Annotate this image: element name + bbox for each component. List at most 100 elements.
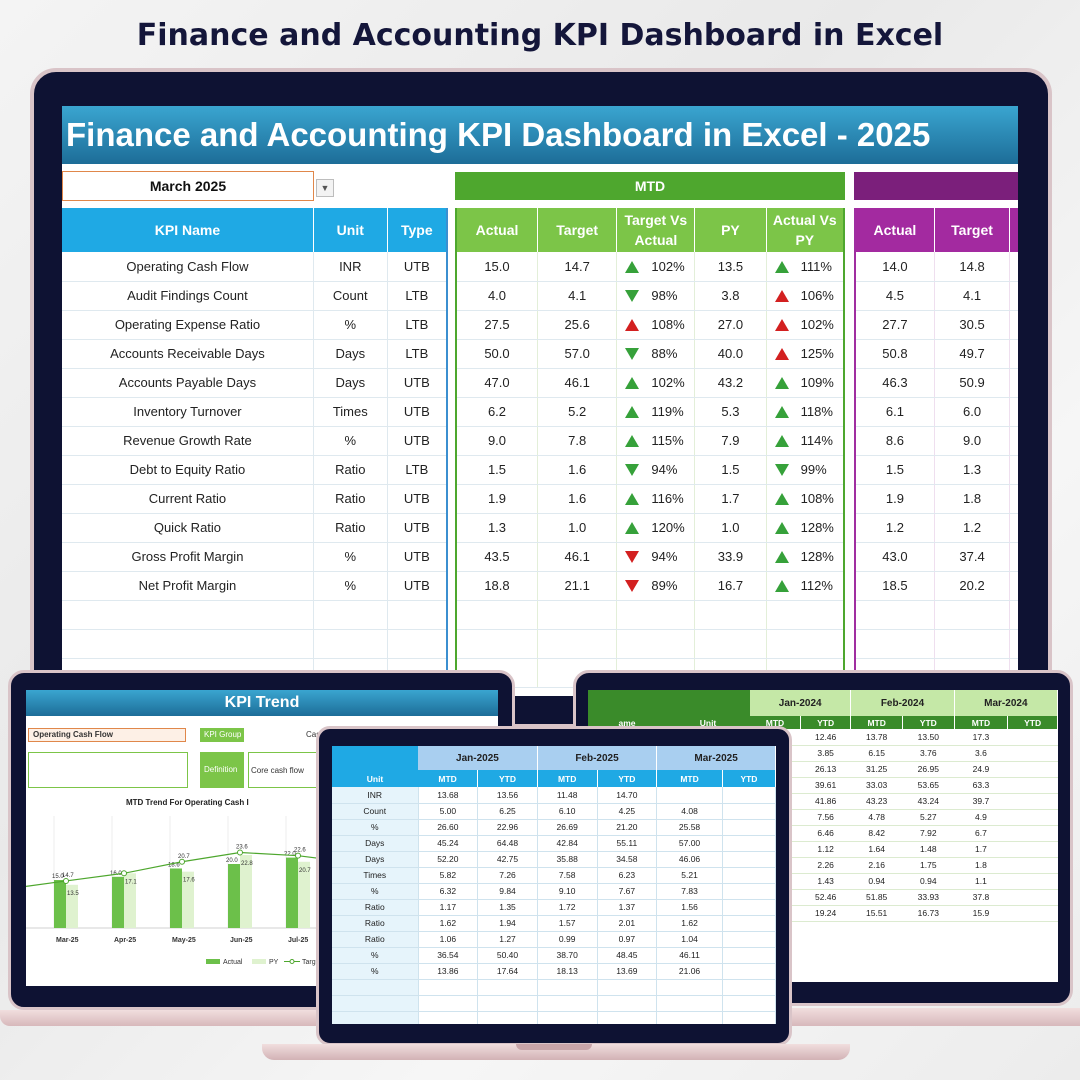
grid-cell: 6.32 bbox=[418, 883, 479, 900]
unit-cell: Ratio bbox=[313, 484, 388, 514]
unit-cell: Ratio bbox=[313, 513, 388, 543]
kpi-group-label: KPI Group bbox=[200, 728, 244, 742]
grid-cell: 1.35 bbox=[477, 899, 538, 916]
target-point bbox=[295, 852, 301, 859]
mtd-actual-cell: 1.5 bbox=[456, 455, 538, 485]
ytd-actual-cell: 14.0 bbox=[855, 252, 935, 282]
mtd-actual-cell: 18.8 bbox=[456, 571, 538, 601]
ytd-target-cell: 30.5 bbox=[934, 310, 1011, 340]
mtd-target-cell: 1.6 bbox=[537, 455, 618, 485]
table-row: % 36.54 50.40 38.70 48.45 46.11 bbox=[332, 947, 776, 964]
name-header: ame bbox=[588, 716, 666, 729]
col-mtd-target: Target bbox=[537, 208, 618, 252]
mtd-tva-cell: 88% bbox=[616, 339, 696, 369]
arrow-up-icon bbox=[774, 493, 789, 506]
bar-actual bbox=[286, 857, 298, 928]
table-row: 1.9 1.6 116% 1.7 108% bbox=[456, 484, 845, 514]
label-target: 14.7 bbox=[62, 873, 74, 879]
grid-cell: 18.13 bbox=[537, 963, 598, 980]
table-row: % 26.60 22.96 26.69 21.20 25.58 bbox=[332, 819, 776, 836]
grid-cell: 1.7 bbox=[954, 841, 1008, 858]
grid-cell bbox=[1007, 729, 1058, 746]
empty-cell bbox=[934, 629, 1011, 659]
mtd-tva-cell: 94% bbox=[616, 455, 696, 485]
table-row: 1.2 1.2 bbox=[855, 513, 1018, 543]
mtd-tva-cell-value: 94% bbox=[651, 549, 678, 565]
ytd-actual-cell: 1.2 bbox=[855, 513, 935, 543]
grid-cell: % bbox=[332, 947, 419, 964]
grid-cell: 7.56 bbox=[800, 809, 851, 826]
table-row: Times 5.82 7.26 7.58 6.23 5.21 bbox=[332, 867, 776, 884]
mtd-py-cell: 13.5 bbox=[694, 252, 767, 282]
bar-py bbox=[240, 855, 252, 928]
grid-cell bbox=[722, 947, 776, 964]
mtd-actual-cell: 50.0 bbox=[456, 339, 538, 369]
grid-cell bbox=[1007, 777, 1058, 794]
table-row: Quick Ratio Ratio UTB bbox=[62, 513, 448, 543]
target-point bbox=[63, 877, 69, 884]
grid-cell: 31.25 bbox=[850, 761, 903, 778]
mtd-target-cell: 25.6 bbox=[537, 310, 618, 340]
grid-cell: 50.40 bbox=[477, 947, 538, 964]
grid-cell bbox=[1007, 793, 1058, 810]
ytd-target-cell: 37.4 bbox=[934, 542, 1011, 572]
arrow-up-icon bbox=[625, 493, 640, 506]
mtd-avp-cell-value: 109% bbox=[800, 375, 834, 391]
mtd-avp-cell: 112% bbox=[766, 571, 845, 601]
grid-cell: 13.86 bbox=[418, 963, 479, 980]
table-row: INR 13.68 13.56 11.48 14.70 bbox=[332, 787, 776, 804]
type-cell: UTB bbox=[387, 397, 448, 427]
kpi-name-cell: Inventory Turnover bbox=[62, 397, 314, 427]
table-row: Ratio 1.62 1.94 1.57 2.01 1.62 bbox=[332, 915, 776, 932]
empty-row bbox=[332, 979, 776, 996]
arrow-up-icon bbox=[774, 377, 789, 390]
grid-cell: 17.64 bbox=[477, 963, 538, 980]
label-py: 22.8 bbox=[241, 861, 253, 867]
table-row: 47.0 46.1 102% 43.2 109% bbox=[456, 368, 845, 398]
unit-cell: % bbox=[313, 571, 388, 601]
dropdown-arrow-icon[interactable]: ▼ bbox=[316, 179, 334, 197]
kpi-name-cell: Audit Findings Count bbox=[62, 281, 314, 311]
bar-actual bbox=[54, 880, 66, 928]
mtd-target-cell: 46.1 bbox=[537, 368, 618, 398]
bar-py bbox=[298, 861, 310, 928]
grid-cell: 42.84 bbox=[537, 835, 598, 852]
empty-cell bbox=[62, 600, 314, 630]
type-cell: UTB bbox=[387, 484, 448, 514]
sub-header: YTD bbox=[1007, 716, 1058, 729]
arrow-up-icon bbox=[625, 377, 640, 390]
table-row: 1.5 1.3 bbox=[855, 455, 1018, 485]
grid-cell: 41.86 bbox=[800, 793, 851, 810]
grid-cell: 13.69 bbox=[597, 963, 658, 980]
grid-cell: 14.70 bbox=[597, 787, 658, 804]
table-row: 50.0 57.0 88% 40.0 125% bbox=[456, 339, 845, 369]
grid-cell: Days bbox=[332, 851, 419, 868]
ytd-more-cell bbox=[1009, 542, 1018, 572]
empty-row bbox=[62, 629, 448, 659]
grid-cell: 1.72 bbox=[537, 899, 598, 916]
mtd-avp-cell-value: 125% bbox=[800, 346, 834, 362]
grid-cell: 7.67 bbox=[597, 883, 658, 900]
grid-cell: 36.54 bbox=[418, 947, 479, 964]
month-select[interactable]: March 2025 bbox=[62, 171, 314, 201]
col-unit: Unit bbox=[313, 208, 388, 252]
mtd-avp-cell: 99% bbox=[766, 455, 845, 485]
type-cell: UTB bbox=[387, 368, 448, 398]
empty-cell bbox=[656, 995, 723, 1012]
type-cell: LTB bbox=[387, 339, 448, 369]
empty-cell bbox=[387, 600, 448, 630]
grid-cell: 1.94 bbox=[477, 915, 538, 932]
empty-cell bbox=[456, 600, 538, 630]
kpi-trend-title: KPI Trend bbox=[26, 690, 498, 716]
mtd-avp-cell: 108% bbox=[766, 484, 845, 514]
col-ytd-more bbox=[1009, 208, 1018, 252]
mtd-tva-cell-value: 94% bbox=[651, 462, 678, 478]
mtd-target-cell: 14.7 bbox=[537, 252, 618, 282]
kpi-select[interactable]: Operating Cash Flow bbox=[28, 728, 186, 742]
sub-header: MTD bbox=[537, 770, 598, 787]
grid-cell: 0.99 bbox=[537, 931, 598, 948]
mtd-actual-cell: 1.3 bbox=[456, 513, 538, 543]
table-row: 6.2 5.2 119% 5.3 118% bbox=[456, 397, 845, 427]
mtd-tva-cell: 116% bbox=[616, 484, 696, 514]
table-row: Inventory Turnover Times UTB bbox=[62, 397, 448, 427]
